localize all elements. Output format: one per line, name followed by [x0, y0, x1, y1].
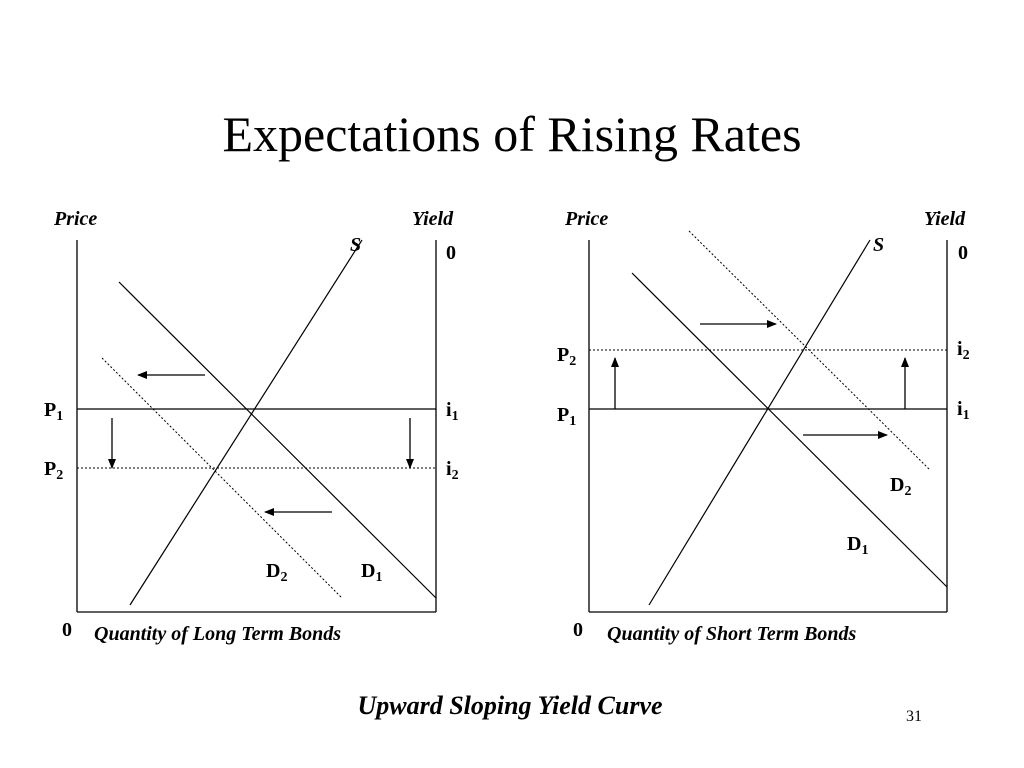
yield-zero-label: 0 [446, 242, 456, 264]
price-p2-label: P2 [44, 458, 63, 483]
price-p1-label: P1 [44, 399, 63, 424]
price-p2-label: P2 [557, 344, 576, 369]
yield-i2-label: i2 [446, 458, 459, 483]
long-term-bond-panel: Price Yield 0 S P1 P2 i1 i2 D2 D1 [44, 208, 459, 645]
price-axis-label: Price [53, 208, 97, 230]
quantity-axis-label: Quantity of Short Term Bonds [607, 623, 857, 645]
demand-curve-d2 [101, 357, 342, 598]
yield-i1-label: i1 [957, 398, 970, 423]
demand-d2-label: D2 [266, 560, 287, 585]
supply-curve [129, 239, 363, 606]
demand-curve-d1 [631, 272, 948, 588]
supply-curve-label: S [350, 234, 361, 256]
yield-i2-label: i2 [957, 338, 970, 363]
price-axis-label: Price [564, 208, 608, 230]
yield-axis-label: Yield [924, 208, 966, 230]
demand-d1-label: D1 [361, 560, 382, 585]
yield-axis-label: Yield [412, 208, 454, 230]
demand-d1-label: D1 [847, 533, 868, 558]
page-number: 31 [906, 708, 922, 725]
slide-title: Expectations of Rising Rates [222, 106, 802, 162]
supply-curve [648, 239, 871, 606]
demand-d2-label: D2 [890, 474, 911, 499]
yield-i1-label: i1 [446, 399, 459, 424]
origin-label: 0 [573, 619, 583, 641]
demand-curve-d1 [118, 281, 437, 599]
supply-curve-label: S [873, 234, 884, 256]
quantity-axis-label: Quantity of Long Term Bonds [94, 623, 341, 645]
short-term-bond-panel: Price Yield 0 S P2 P1 i2 i1 D2 D1 [557, 208, 970, 645]
yield-zero-label: 0 [958, 242, 968, 264]
origin-label: 0 [62, 619, 72, 641]
price-p1-label: P1 [557, 404, 576, 429]
slide-caption: Upward Sloping Yield Curve [357, 691, 663, 720]
